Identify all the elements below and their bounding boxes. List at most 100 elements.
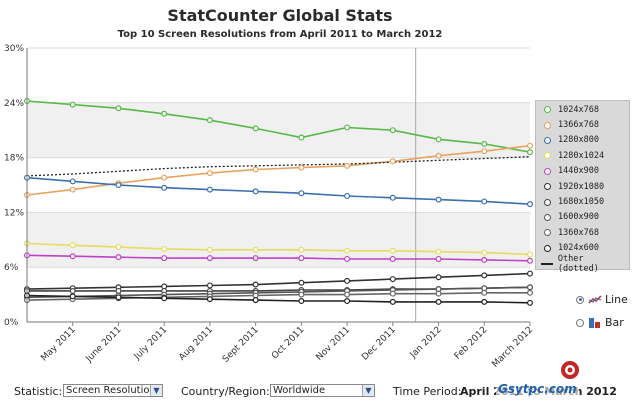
data-point bbox=[435, 290, 442, 297]
y-tick-label: 24% bbox=[4, 99, 24, 109]
chart-type-line-option[interactable]: Line bbox=[576, 293, 628, 306]
legend-item[interactable]: 1680x1050 bbox=[540, 194, 629, 209]
data-point bbox=[161, 255, 168, 262]
line-radio[interactable] bbox=[576, 295, 584, 304]
series-line-1024x600 bbox=[26, 294, 531, 304]
legend-label: 1680x1050 bbox=[558, 197, 605, 208]
legend-item[interactable]: 1024x768 bbox=[540, 102, 629, 117]
bar-option-label: Bar bbox=[605, 316, 624, 329]
legend-label: 1600x900 bbox=[558, 212, 599, 223]
data-point bbox=[481, 272, 488, 279]
data-point bbox=[69, 101, 76, 108]
data-point bbox=[161, 184, 168, 191]
data-point bbox=[344, 247, 351, 254]
statistic-dropdown-icon: ▼ bbox=[150, 385, 162, 396]
y-tick-label: 30% bbox=[4, 44, 24, 54]
legend-item[interactable]: 1600x900 bbox=[540, 210, 629, 225]
data-point bbox=[252, 297, 259, 304]
chart-subtitle: Top 10 Screen Resolutions from April 201… bbox=[117, 29, 443, 40]
filter-bar: Statistic: Screen Resolution ▼ Country/R… bbox=[0, 384, 640, 400]
country-dropdown-icon: ▼ bbox=[362, 385, 374, 396]
data-point bbox=[298, 291, 305, 298]
legend-item[interactable]: 1280x1024 bbox=[540, 148, 629, 163]
y-tick-label: 12% bbox=[4, 208, 24, 218]
legend-item[interactable]: Other (dotted) bbox=[540, 254, 629, 274]
data-point bbox=[115, 254, 122, 261]
data-point bbox=[526, 270, 533, 277]
data-point bbox=[206, 255, 213, 262]
series-line-1024x768 bbox=[26, 100, 531, 153]
data-point bbox=[69, 242, 76, 249]
legend-item[interactable]: 1024x600 bbox=[540, 241, 629, 256]
bar-radio[interactable] bbox=[576, 318, 584, 327]
data-point bbox=[435, 248, 442, 255]
series-line-1920x1080 bbox=[26, 272, 531, 290]
plot-band bbox=[27, 102, 530, 158]
statistic-label: Statistic: bbox=[14, 385, 63, 398]
data-point bbox=[481, 148, 488, 155]
plot-band bbox=[27, 48, 530, 103]
data-point bbox=[115, 182, 122, 189]
data-point bbox=[161, 110, 168, 117]
legend-marker bbox=[540, 106, 554, 114]
data-point bbox=[69, 287, 76, 294]
data-point bbox=[435, 196, 442, 203]
legend-item[interactable]: 1366x768 bbox=[540, 117, 629, 132]
data-point bbox=[298, 255, 305, 262]
legend-marker bbox=[540, 136, 554, 144]
data-point bbox=[389, 276, 396, 283]
data-point bbox=[206, 246, 213, 253]
x-tick-label: June 2011 bbox=[84, 325, 124, 365]
data-point bbox=[389, 255, 396, 262]
statistic-select[interactable]: Screen Resolution ▼ bbox=[63, 384, 163, 397]
data-point bbox=[481, 298, 488, 305]
data-point bbox=[526, 299, 533, 306]
x-tick-label: May 2011 bbox=[39, 325, 77, 363]
legend-label: 1440x900 bbox=[558, 166, 599, 177]
data-point bbox=[389, 158, 396, 165]
legend-label: 1920x1080 bbox=[558, 181, 605, 192]
data-point bbox=[526, 251, 533, 258]
legend-item[interactable]: 1440x900 bbox=[540, 164, 629, 179]
x-tick-label: July 2011 bbox=[132, 325, 169, 362]
data-point bbox=[69, 253, 76, 260]
series-line-1440x900 bbox=[26, 254, 531, 262]
legend-marker bbox=[540, 152, 554, 160]
x-tick-label: Sept 2011 bbox=[221, 325, 261, 365]
data-point bbox=[206, 186, 213, 193]
data-point bbox=[252, 281, 259, 288]
data-point bbox=[252, 255, 259, 262]
legend-label: 1280x1024 bbox=[558, 150, 605, 161]
data-point bbox=[298, 246, 305, 253]
legend-label: 1024x600 bbox=[558, 243, 599, 254]
legend-item[interactable]: 1360x768 bbox=[540, 225, 629, 240]
data-point bbox=[161, 245, 168, 252]
data-point bbox=[435, 274, 442, 281]
data-point bbox=[115, 294, 122, 301]
x-tick-label: Dec 2011 bbox=[360, 325, 398, 363]
legend-item[interactable]: 1920x1080 bbox=[540, 179, 629, 194]
data-point bbox=[298, 164, 305, 171]
data-point bbox=[344, 277, 351, 284]
series-line-1600x900 bbox=[26, 286, 531, 299]
data-point bbox=[481, 140, 488, 147]
data-point bbox=[526, 257, 533, 264]
data-point bbox=[298, 279, 305, 286]
legend-marker bbox=[540, 213, 554, 221]
data-point bbox=[252, 125, 259, 132]
chart-type-bar-option[interactable]: Bar bbox=[576, 316, 624, 329]
data-point bbox=[252, 246, 259, 253]
legend-label: 1366x768 bbox=[558, 120, 599, 131]
data-point bbox=[481, 249, 488, 256]
y-tick-label: 18% bbox=[4, 154, 24, 164]
data-point bbox=[206, 296, 213, 303]
data-point bbox=[206, 282, 213, 289]
legend-label: 1280x800 bbox=[558, 135, 599, 146]
legend-marker bbox=[540, 198, 554, 206]
data-point bbox=[435, 298, 442, 305]
statistic-value: Screen Resolution bbox=[66, 385, 156, 396]
legend-item[interactable]: 1280x800 bbox=[540, 133, 629, 148]
data-point bbox=[526, 142, 533, 149]
data-point bbox=[526, 284, 533, 291]
country-select[interactable]: Worldwide ▼ bbox=[270, 384, 375, 397]
